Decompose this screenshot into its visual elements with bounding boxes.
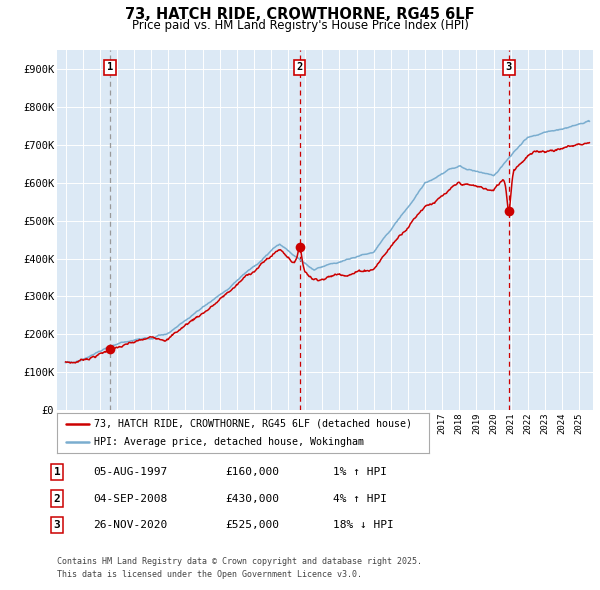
Text: 1: 1: [107, 62, 113, 72]
Text: £430,000: £430,000: [225, 494, 279, 503]
Text: Contains HM Land Registry data © Crown copyright and database right 2025.: Contains HM Land Registry data © Crown c…: [57, 558, 422, 566]
Text: This data is licensed under the Open Government Licence v3.0.: This data is licensed under the Open Gov…: [57, 571, 362, 579]
Text: £160,000: £160,000: [225, 467, 279, 477]
Text: £525,000: £525,000: [225, 520, 279, 530]
Text: 3: 3: [53, 520, 61, 530]
Text: 73, HATCH RIDE, CROWTHORNE, RG45 6LF (detached house): 73, HATCH RIDE, CROWTHORNE, RG45 6LF (de…: [94, 419, 412, 429]
Text: 2: 2: [53, 494, 61, 503]
Text: 04-SEP-2008: 04-SEP-2008: [93, 494, 167, 503]
Text: 73, HATCH RIDE, CROWTHORNE, RG45 6LF: 73, HATCH RIDE, CROWTHORNE, RG45 6LF: [125, 7, 475, 22]
Text: 05-AUG-1997: 05-AUG-1997: [93, 467, 167, 477]
Text: 4% ↑ HPI: 4% ↑ HPI: [333, 494, 387, 503]
Text: 2: 2: [296, 62, 302, 72]
Text: 1: 1: [53, 467, 61, 477]
Text: 3: 3: [506, 62, 512, 72]
Text: 26-NOV-2020: 26-NOV-2020: [93, 520, 167, 530]
Text: Price paid vs. HM Land Registry's House Price Index (HPI): Price paid vs. HM Land Registry's House …: [131, 19, 469, 32]
Text: 18% ↓ HPI: 18% ↓ HPI: [333, 520, 394, 530]
Text: 1% ↑ HPI: 1% ↑ HPI: [333, 467, 387, 477]
Text: HPI: Average price, detached house, Wokingham: HPI: Average price, detached house, Woki…: [94, 437, 364, 447]
